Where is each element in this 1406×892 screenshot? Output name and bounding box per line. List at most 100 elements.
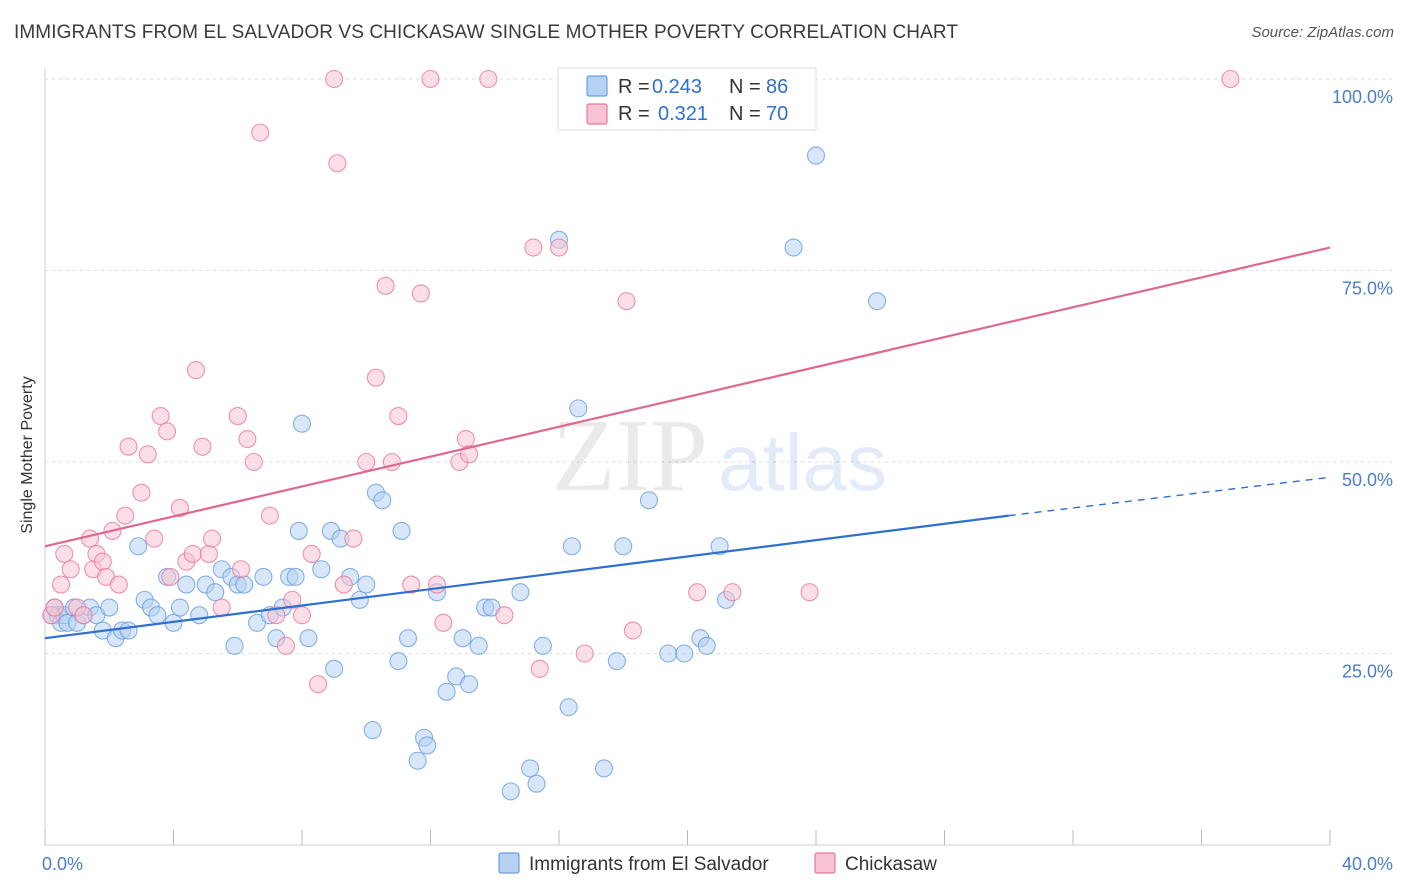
data-point	[170, 498, 189, 518]
data-point	[328, 154, 347, 173]
data-point	[659, 644, 678, 663]
data-point	[675, 644, 694, 663]
data-point	[151, 406, 170, 426]
data-point	[453, 629, 472, 648]
data-point	[418, 736, 437, 755]
trend-line-el-salvador	[44, 514, 1009, 640]
data-point	[254, 567, 273, 586]
data-point	[80, 529, 100, 548]
data-point	[55, 544, 74, 563]
data-point	[267, 606, 286, 625]
data-point	[469, 636, 488, 655]
data-point	[183, 544, 202, 563]
legend-n-label-0: N =	[729, 76, 761, 98]
data-point	[549, 238, 569, 257]
data-point	[312, 560, 331, 579]
data-point	[119, 621, 138, 640]
data-point	[309, 675, 328, 694]
data-point	[283, 590, 302, 609]
data-point	[238, 429, 257, 449]
data-point	[138, 445, 157, 464]
data-point	[206, 583, 225, 602]
data-point	[434, 613, 453, 632]
data-point	[495, 606, 514, 625]
data-point	[806, 146, 826, 165]
legend-swatch-el-salvador	[586, 75, 608, 97]
bottom-legend-swatch-el-salvador	[498, 852, 520, 874]
data-point	[389, 652, 408, 671]
data-point	[501, 782, 520, 801]
data-point	[688, 583, 707, 602]
data-point	[158, 422, 177, 441]
data-point	[334, 575, 353, 594]
data-point	[357, 575, 376, 594]
data-point	[479, 69, 498, 89]
data-point	[276, 636, 295, 655]
data-point	[225, 636, 244, 655]
source-label: Source: ZipAtlas.com	[1251, 24, 1394, 41]
data-point	[594, 759, 614, 778]
data-point	[623, 621, 642, 640]
data-point	[408, 751, 427, 770]
data-point	[569, 399, 588, 418]
x-tick-label: 0.0%	[42, 854, 83, 874]
data-point	[177, 575, 196, 594]
legend-r-label-0: R =	[618, 76, 650, 98]
legend-n-value-0: 86	[766, 76, 788, 98]
legend-box: R = 0.243 N = 86 R = 0.321 N = 70	[557, 67, 817, 131]
data-point	[251, 123, 270, 142]
data-point	[521, 759, 540, 778]
data-point	[228, 406, 247, 426]
y-tick-label: 25.0%	[1342, 662, 1393, 682]
data-point	[562, 537, 581, 556]
trend-line-el-salvador-extension	[1008, 476, 1331, 517]
data-point	[119, 437, 138, 456]
y-tick-label: 100.0%	[1332, 87, 1393, 107]
data-point	[784, 238, 803, 257]
data-point	[459, 675, 479, 694]
data-point	[289, 521, 308, 540]
data-point	[614, 537, 633, 556]
data-point	[373, 491, 392, 510]
data-point	[148, 606, 167, 625]
data-point	[511, 583, 530, 602]
y-tick-label: 75.0%	[1342, 279, 1393, 299]
data-point	[325, 659, 344, 678]
x-tick-label: 40.0%	[1342, 854, 1393, 874]
data-point	[186, 361, 206, 380]
data-point	[398, 629, 418, 648]
data-point	[260, 506, 279, 525]
data-point	[575, 644, 594, 663]
data-point	[45, 598, 64, 617]
data-point	[607, 652, 626, 671]
legend-r-value-0: 0.243	[652, 76, 702, 98]
bottom-legend-label-chickasaw: Chickasaw	[845, 854, 937, 875]
watermark: ZIP atlas	[552, 398, 887, 513]
data-point	[533, 636, 552, 655]
tick-labels: 25.0% 50.0% 75.0% 100.0% 0.0% 40.0%	[42, 87, 1393, 874]
data-point	[231, 560, 251, 579]
data-point	[292, 414, 312, 433]
data-point	[363, 721, 382, 740]
data-point	[244, 452, 263, 472]
data-point	[1221, 69, 1240, 89]
data-point	[286, 567, 305, 586]
data-point	[132, 483, 151, 502]
data-point	[639, 491, 659, 510]
data-point	[527, 774, 546, 793]
data-point	[100, 598, 119, 617]
data-point	[366, 368, 385, 387]
data-point	[867, 292, 887, 311]
data-point	[411, 284, 430, 303]
bottom-legend-label-el-salvador: Immigrants from El Salvador	[529, 854, 769, 875]
legend-n-label-1: N =	[729, 103, 761, 125]
data-point	[129, 537, 148, 556]
data-point	[52, 575, 71, 594]
data-point	[402, 575, 421, 594]
data-point	[389, 406, 408, 426]
bottom-legend-swatch-chickasaw	[814, 852, 836, 874]
legend-r-label-1: R =	[618, 103, 650, 125]
data-point	[235, 575, 254, 594]
data-point	[203, 529, 222, 548]
data-point	[199, 544, 218, 563]
